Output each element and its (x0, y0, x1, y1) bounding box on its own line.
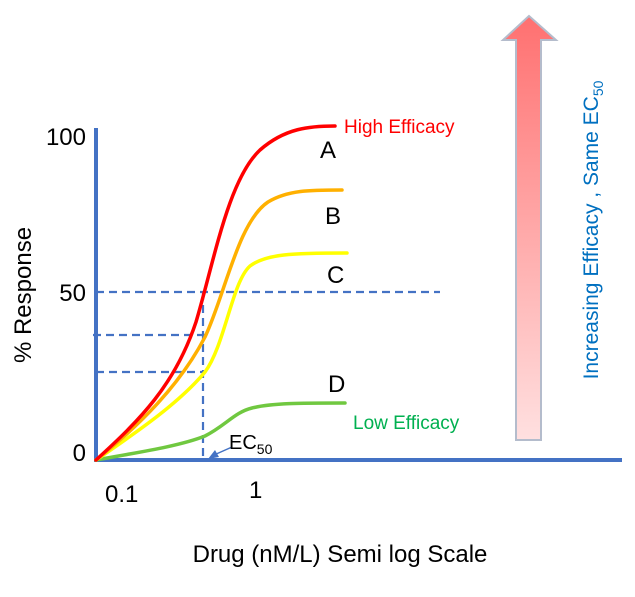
curve-label-a: A (320, 137, 336, 164)
curve-label-b: B (325, 203, 341, 230)
y-tick-0: 0 (73, 440, 86, 467)
curve-a (94, 124, 337, 462)
ec50-label: EC50 (229, 432, 273, 457)
increasing-efficacy-arrow-icon (500, 14, 559, 441)
curve-b (94, 188, 344, 462)
side-note: Increasing Efficacy , Same EC50 (580, 80, 606, 379)
high-efficacy-label: High Efficacy (344, 117, 455, 138)
curve-label-d: D (328, 371, 345, 398)
curve-label-c: C (327, 262, 344, 289)
y-tick-50: 50 (59, 280, 86, 307)
x-tick-0.1: 0.1 (105, 481, 138, 508)
ec50-arrowhead-icon (208, 450, 219, 459)
x-tick-1: 1 (249, 477, 262, 504)
x-axis-label: Drug (nM/L) Semi log Scale (193, 541, 488, 568)
curve-d (94, 401, 347, 462)
y-tick-100: 100 (46, 124, 86, 151)
low-efficacy-label: Low Efficacy (353, 413, 460, 434)
y-axis-label: % Response (10, 227, 37, 363)
curve-c (94, 251, 349, 462)
